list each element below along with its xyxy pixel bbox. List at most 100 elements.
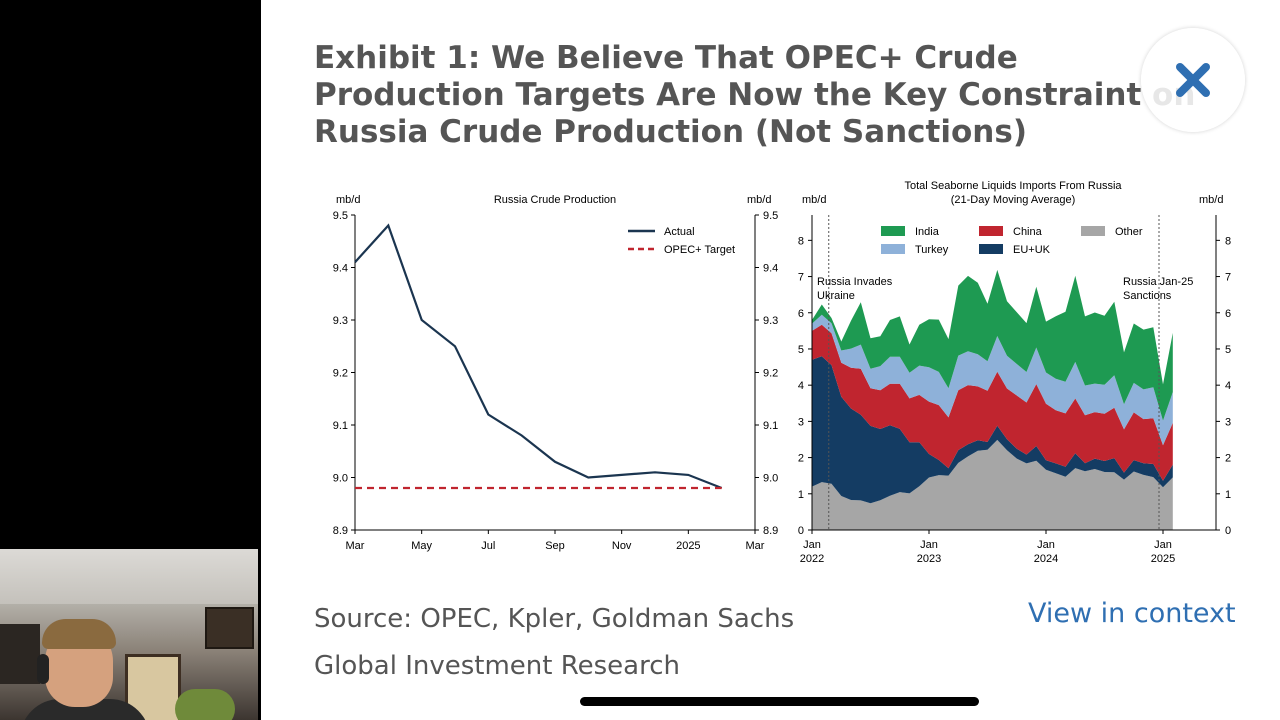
- chart2-ytick-label-right: 2: [1225, 453, 1231, 465]
- chart2-stacked-areas: [812, 269, 1173, 530]
- chart1-xtick-label: May: [411, 540, 432, 552]
- chart2-ytick-label-left: 1: [798, 489, 804, 501]
- chart2-subtitle: (21-Day Moving Average): [951, 194, 1076, 206]
- chart2-ytick-label-left: 6: [798, 308, 804, 320]
- chart1-xtick-label: Nov: [612, 540, 632, 552]
- chart1-ytick-label-left: 9.2: [333, 368, 348, 380]
- chart1-ylabel-left: mb/d: [336, 194, 360, 206]
- webcam-overlay: [0, 549, 258, 720]
- chart1-ytick-label-right: 9.4: [763, 263, 778, 275]
- close-button[interactable]: [1141, 28, 1245, 132]
- legend-swatch-turkey: [881, 244, 905, 254]
- chart2-xtick-label-month: Jan: [1037, 539, 1055, 551]
- legend-label-eu-uk: EU+UK: [1013, 244, 1051, 256]
- legend-opec-target-label: OPEC+ Target: [664, 244, 735, 256]
- webcam-plant: [175, 689, 235, 720]
- legend-label-india: India: [915, 226, 940, 238]
- chart1-legend: Actual OPEC+ Target: [628, 226, 735, 256]
- charts-figure: Russia Crude Production mb/d mb/d 8.9 8.9…: [333, 180, 1231, 565]
- chart2-legend: India China Other Turkey EU+UK: [881, 226, 1143, 256]
- chart1-ytick-label-left: 8.9: [333, 525, 348, 537]
- area-series-other: [812, 439, 1173, 530]
- area-series-india: [812, 269, 1173, 421]
- chart1-ytick-label-right: 8.9: [763, 525, 778, 537]
- legend-label-china: China: [1013, 226, 1043, 238]
- chart1-xtick-label: 2025: [676, 540, 700, 552]
- chart1-ytick-label-right: 9.5: [763, 210, 778, 222]
- chart1-xtick-label: Mar: [346, 540, 365, 552]
- chart-russia-crude-production: Russia Crude Production mb/d mb/d 8.9 8.9…: [333, 194, 779, 552]
- view-in-context-link[interactable]: View in context: [1028, 598, 1236, 629]
- chart2-xtick-label-month: Jan: [803, 539, 821, 551]
- area-series-eu-uk: [812, 356, 1173, 504]
- chart1-ytick-label-left: 9.1: [333, 420, 348, 432]
- annotation-label-line1: Russia Jan-25: [1123, 276, 1193, 288]
- chart2-xtick-label-year: 2023: [917, 553, 941, 565]
- chart2-ytick-label-right: 5: [1225, 344, 1231, 356]
- home-indicator: [580, 697, 979, 706]
- chart2-ytick-label-right: 7: [1225, 272, 1231, 284]
- chart2-xtick-label-year: 2022: [800, 553, 824, 565]
- chart1-ytick-label-right: 9.2: [763, 368, 778, 380]
- chart2-xtick-label-month: Jan: [920, 539, 938, 551]
- chart2-ytick-label-right: 6: [1225, 308, 1231, 320]
- chart2-ylabel-right: mb/d: [1199, 194, 1223, 206]
- chart1-yticks: 8.9 8.9 9.0 9.0 9.1 9.1 9.2 9.2 9.3 9.3 9.4 9.4 9.5 9…: [333, 210, 779, 537]
- chart2-ytick-label-right: 4: [1225, 380, 1231, 392]
- legend-swatch-china: [979, 226, 1003, 236]
- chart-seaborne-imports: Total Seaborne Liquids Imports From Russ…: [798, 180, 1231, 565]
- chart2-xtick-label-month: Jan: [1154, 539, 1172, 551]
- chart2-ylabel-left: mb/d: [802, 194, 826, 206]
- legend-label-turkey: Turkey: [915, 244, 949, 256]
- annotation-label-line1: Russia Invades: [817, 276, 893, 288]
- annotation-label-line2: Ukraine: [817, 290, 855, 302]
- chart1-title: Russia Crude Production: [494, 194, 616, 206]
- chart1-xtick-label: Mar: [746, 540, 765, 552]
- webcam-shelf: [0, 624, 40, 684]
- webcam-headset: [37, 654, 49, 684]
- webcam-wall-frame: [205, 607, 254, 649]
- chart2-title: Total Seaborne Liquids Imports From Russ…: [904, 180, 1122, 192]
- area-series-turkey: [812, 314, 1173, 446]
- chart2-ytick-label-left: 2: [798, 453, 804, 465]
- area-series-china: [812, 324, 1173, 481]
- legend-swatch-other: [1081, 226, 1105, 236]
- chart1-xtick-label: Jul: [481, 540, 495, 552]
- chart2-ytick-label-right: 8: [1225, 235, 1231, 247]
- chart1-ytick-label-right: 9.1: [763, 420, 778, 432]
- exhibit-title: Exhibit 1: We Believe That OPEC+ Crude P…: [314, 40, 1196, 150]
- chart2-ytick-label-right: 3: [1225, 416, 1231, 428]
- chart1-ytick-label-left: 9.3: [333, 315, 348, 327]
- close-x-icon: [1176, 63, 1210, 97]
- chart2-yticks: 0 1 2 3 4 5 6 7 8 0 1 2 3 4 5 6 7 8: [798, 235, 1231, 537]
- annotation-label-line2: Sanctions: [1123, 290, 1172, 302]
- source-note: Source: OPEC, Kpler, Goldman Sachs Globa…: [314, 604, 795, 681]
- chart1-ytick-label-right: 9.3: [763, 315, 778, 327]
- series-actual-line: [354, 223, 723, 490]
- exhibit-panel: Exhibit 1: We Believe That OPEC+ Crude P…: [261, 0, 1280, 720]
- chart2-ytick-label-left: 4: [798, 380, 804, 392]
- webcam-person-shirt: [20, 699, 150, 720]
- webcam-person-hair: [42, 619, 116, 649]
- chart1-xticks: Mar May Jul Sep Nov 2025 Mar: [346, 530, 765, 552]
- chart2-ytick-label-left: 8: [798, 235, 804, 247]
- chart1-ytick-label-left: 9.0: [333, 473, 348, 485]
- chart1-ytick-label-right: 9.0: [763, 473, 778, 485]
- chart2-ytick-label-left: 7: [798, 272, 804, 284]
- chart1-ytick-label-left: 9.4: [333, 263, 348, 275]
- chart2-annotations: Russia Invades Ukraine Russia Jan-25 Sancti…: [817, 215, 1193, 530]
- chart2-ytick-label-left: 0: [798, 525, 804, 537]
- legend-swatch-india: [881, 226, 905, 236]
- chart2-xticks: Jan 2022 Jan 2023 Jan 2024 Jan 2025: [800, 530, 1175, 565]
- legend-swatch-eu-uk: [979, 244, 1003, 254]
- chart2-ytick-label-right: 0: [1225, 525, 1231, 537]
- chart2-xtick-label-year: 2025: [1151, 553, 1175, 565]
- webcam-ceiling: [0, 549, 258, 604]
- chart1-xtick-label: Sep: [545, 540, 565, 552]
- chart2-ytick-label-left: 3: [798, 416, 804, 428]
- legend-actual-label: Actual: [664, 226, 695, 238]
- chart2-ytick-label-right: 1: [1225, 489, 1231, 501]
- chart2-xtick-label-year: 2024: [1034, 553, 1058, 565]
- chart2-ytick-label-left: 5: [798, 344, 804, 356]
- legend-label-other: Other: [1115, 226, 1143, 238]
